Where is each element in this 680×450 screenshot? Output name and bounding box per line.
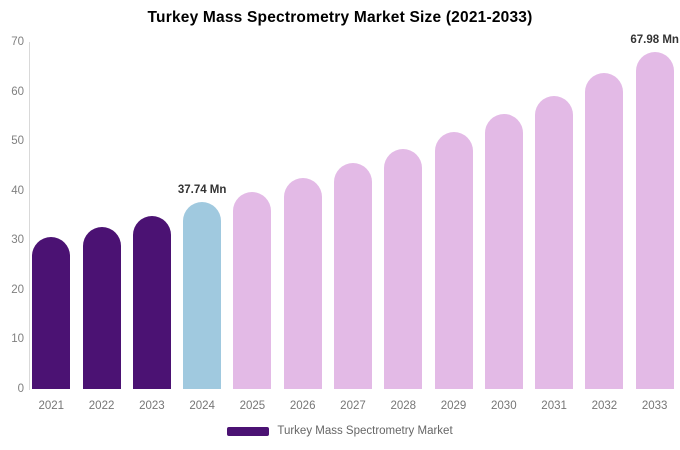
x-axis-tick-label: 2032 xyxy=(591,400,618,412)
x-axis-tick-label: 2026 xyxy=(289,400,316,412)
x-axis-tick-label: 2022 xyxy=(88,400,115,412)
x-axis-tick-label: 2030 xyxy=(491,400,517,412)
bar-2022[interactable] xyxy=(82,227,121,389)
y-axis-tick-label: 60 xyxy=(11,85,24,98)
bar-2027[interactable] xyxy=(333,163,372,389)
y-axis-tick-label: 50 xyxy=(11,135,24,148)
y-axis-tick-label: 20 xyxy=(11,283,24,296)
bar-2025[interactable] xyxy=(233,191,272,389)
x-axis-tick-label: 2033 xyxy=(641,400,668,412)
y-axis-line xyxy=(29,42,30,390)
bar-2031[interactable] xyxy=(535,96,574,389)
bar-2032[interactable] xyxy=(585,73,624,389)
legend-swatch xyxy=(227,426,270,436)
bar-2026[interactable] xyxy=(283,177,322,389)
data-label-2033: 67.98 Mn xyxy=(630,34,679,46)
y-axis-tick-label: 30 xyxy=(11,234,24,247)
x-axis-tick-label: 2029 xyxy=(440,400,467,412)
bar-2029[interactable] xyxy=(434,131,473,389)
bar-2033[interactable] xyxy=(635,52,674,389)
x-axis-tick-label: 2024 xyxy=(189,400,215,412)
bar-2021[interactable] xyxy=(32,236,71,389)
bar-2023[interactable] xyxy=(132,215,171,389)
x-axis-tick-label: 2028 xyxy=(390,400,417,412)
bar-2028[interactable] xyxy=(384,149,423,389)
y-axis-tick-label: 10 xyxy=(11,333,24,346)
bar-2030[interactable] xyxy=(484,114,523,389)
x-axis-tick-label: 2031 xyxy=(541,400,567,412)
bar-2024[interactable] xyxy=(183,201,222,389)
x-axis-tick-label: 2023 xyxy=(139,400,165,412)
legend-label: Turkey Mass Spectrometry Market xyxy=(277,425,453,437)
x-axis-tick-label: 2025 xyxy=(239,400,266,412)
y-axis-tick-label: 40 xyxy=(11,184,24,197)
chart-title: Turkey Mass Spectrometry Market Size (20… xyxy=(147,9,533,26)
y-axis-tick-label: 70 xyxy=(11,36,24,48)
x-axis-tick-label: 2027 xyxy=(340,400,366,412)
x-axis-tick-label: 2021 xyxy=(38,400,65,412)
legend-item[interactable]: Turkey Mass Spectrometry Market xyxy=(0,425,680,437)
data-label-2024: 37.74 Mn xyxy=(177,183,227,196)
y-axis-tick-label: 0 xyxy=(17,383,24,395)
